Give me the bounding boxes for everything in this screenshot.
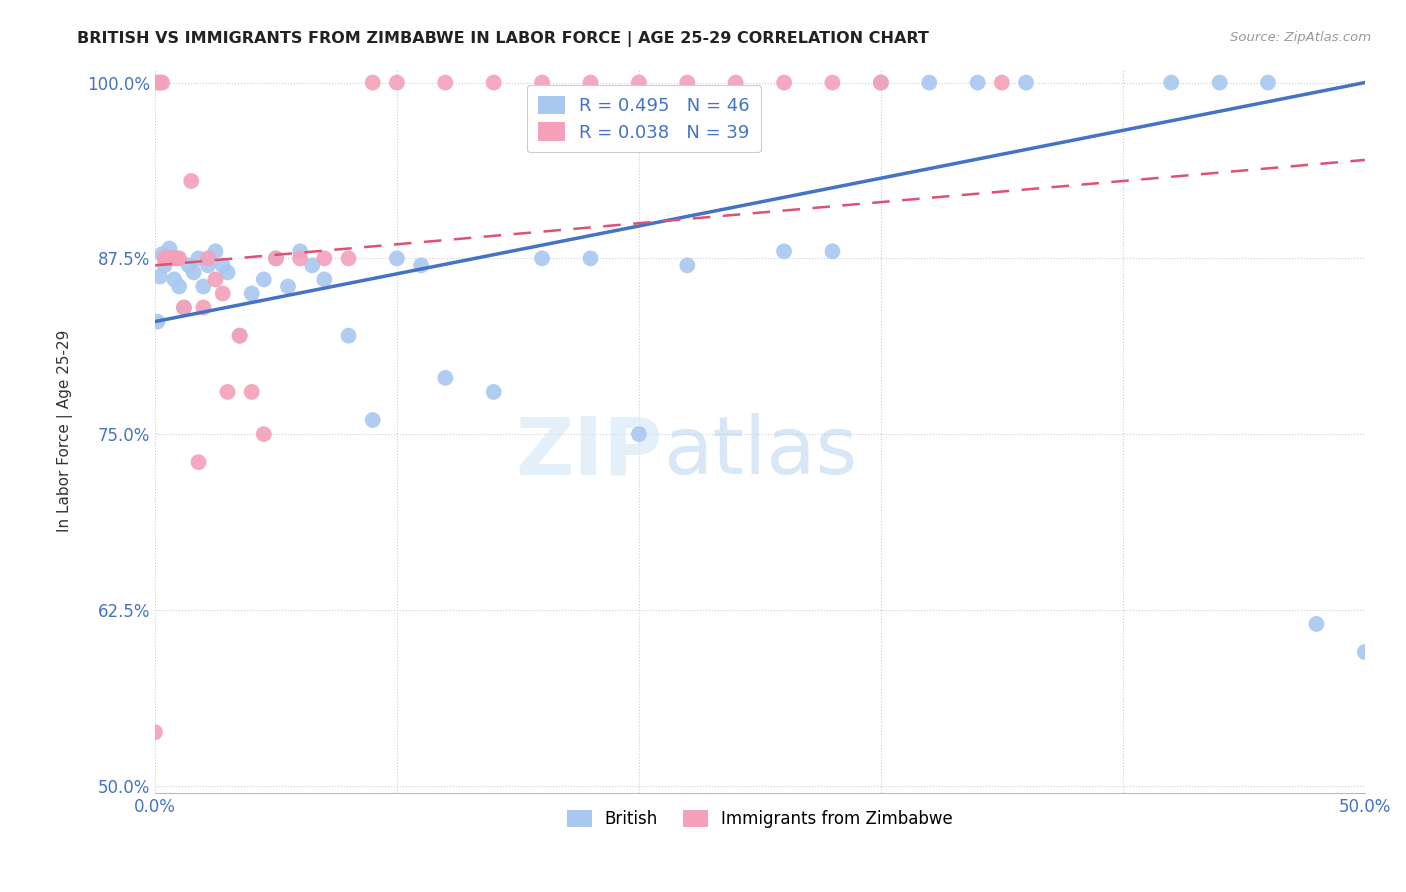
- Point: [434, 76, 457, 90]
- Point: [411, 259, 433, 273]
- Point: [676, 259, 699, 273]
- Point: [337, 328, 360, 343]
- Y-axis label: In Labor Force | Age 25-29: In Labor Force | Age 25-29: [58, 329, 73, 532]
- Point: [163, 272, 186, 286]
- Point: [870, 76, 893, 90]
- Point: [228, 328, 250, 343]
- Point: [579, 76, 602, 90]
- Legend: British, Immigrants from Zimbabwe: British, Immigrants from Zimbabwe: [560, 804, 960, 835]
- Text: Source: ZipAtlas.com: Source: ZipAtlas.com: [1230, 31, 1371, 45]
- Point: [204, 272, 226, 286]
- Text: atlas: atlas: [664, 413, 858, 491]
- Point: [163, 252, 186, 266]
- Point: [197, 252, 219, 266]
- Point: [153, 252, 176, 266]
- Point: [156, 252, 179, 266]
- Point: [288, 252, 311, 266]
- Point: [1354, 645, 1376, 659]
- Point: [627, 427, 650, 442]
- Point: [966, 76, 988, 90]
- Point: [991, 76, 1014, 90]
- Point: [149, 76, 172, 90]
- Point: [253, 427, 276, 442]
- Point: [228, 328, 250, 343]
- Point: [1208, 76, 1230, 90]
- Point: [482, 76, 505, 90]
- Text: ZIP: ZIP: [516, 413, 664, 491]
- Point: [773, 244, 796, 259]
- Point: [193, 301, 215, 315]
- Point: [676, 76, 699, 90]
- Point: [277, 279, 299, 293]
- Point: [385, 76, 408, 90]
- Point: [253, 272, 276, 286]
- Point: [821, 244, 844, 259]
- Point: [361, 413, 384, 427]
- Point: [627, 76, 650, 90]
- Point: [167, 252, 190, 266]
- Point: [240, 384, 263, 399]
- Point: [187, 252, 209, 266]
- Point: [146, 76, 169, 90]
- Point: [314, 252, 336, 266]
- Point: [579, 252, 602, 266]
- Point: [531, 76, 554, 90]
- Point: [180, 174, 202, 188]
- Point: [240, 286, 263, 301]
- Point: [301, 259, 323, 273]
- Point: [159, 242, 181, 256]
- Point: [1015, 76, 1038, 90]
- Point: [197, 259, 219, 273]
- Point: [193, 279, 215, 293]
- Point: [153, 259, 176, 273]
- Point: [211, 259, 233, 273]
- Point: [773, 76, 796, 90]
- Point: [159, 252, 181, 266]
- Point: [821, 76, 844, 90]
- Point: [361, 76, 384, 90]
- Point: [385, 252, 408, 266]
- Point: [1257, 76, 1279, 90]
- Point: [724, 76, 747, 90]
- Point: [160, 252, 183, 266]
- Point: [264, 252, 287, 266]
- Point: [217, 384, 239, 399]
- Point: [166, 252, 188, 266]
- Point: [918, 76, 941, 90]
- Point: [173, 301, 195, 315]
- Point: [264, 252, 287, 266]
- Point: [173, 301, 195, 315]
- Point: [167, 279, 190, 293]
- Point: [156, 252, 179, 266]
- Point: [150, 247, 173, 261]
- Point: [211, 286, 233, 301]
- Point: [337, 252, 360, 266]
- Point: [531, 252, 554, 266]
- Point: [217, 265, 239, 279]
- Point: [1160, 76, 1182, 90]
- Point: [870, 76, 893, 90]
- Point: [183, 265, 205, 279]
- Point: [150, 76, 173, 90]
- Point: [434, 371, 457, 385]
- Point: [149, 269, 172, 284]
- Point: [482, 384, 505, 399]
- Point: [146, 315, 169, 329]
- Text: BRITISH VS IMMIGRANTS FROM ZIMBABWE IN LABOR FORCE | AGE 25-29 CORRELATION CHART: BRITISH VS IMMIGRANTS FROM ZIMBABWE IN L…: [77, 31, 929, 47]
- Point: [177, 259, 200, 273]
- Point: [143, 725, 166, 739]
- Point: [204, 244, 226, 259]
- Point: [314, 272, 336, 286]
- Point: [187, 455, 209, 469]
- Point: [1305, 616, 1327, 631]
- Point: [288, 244, 311, 259]
